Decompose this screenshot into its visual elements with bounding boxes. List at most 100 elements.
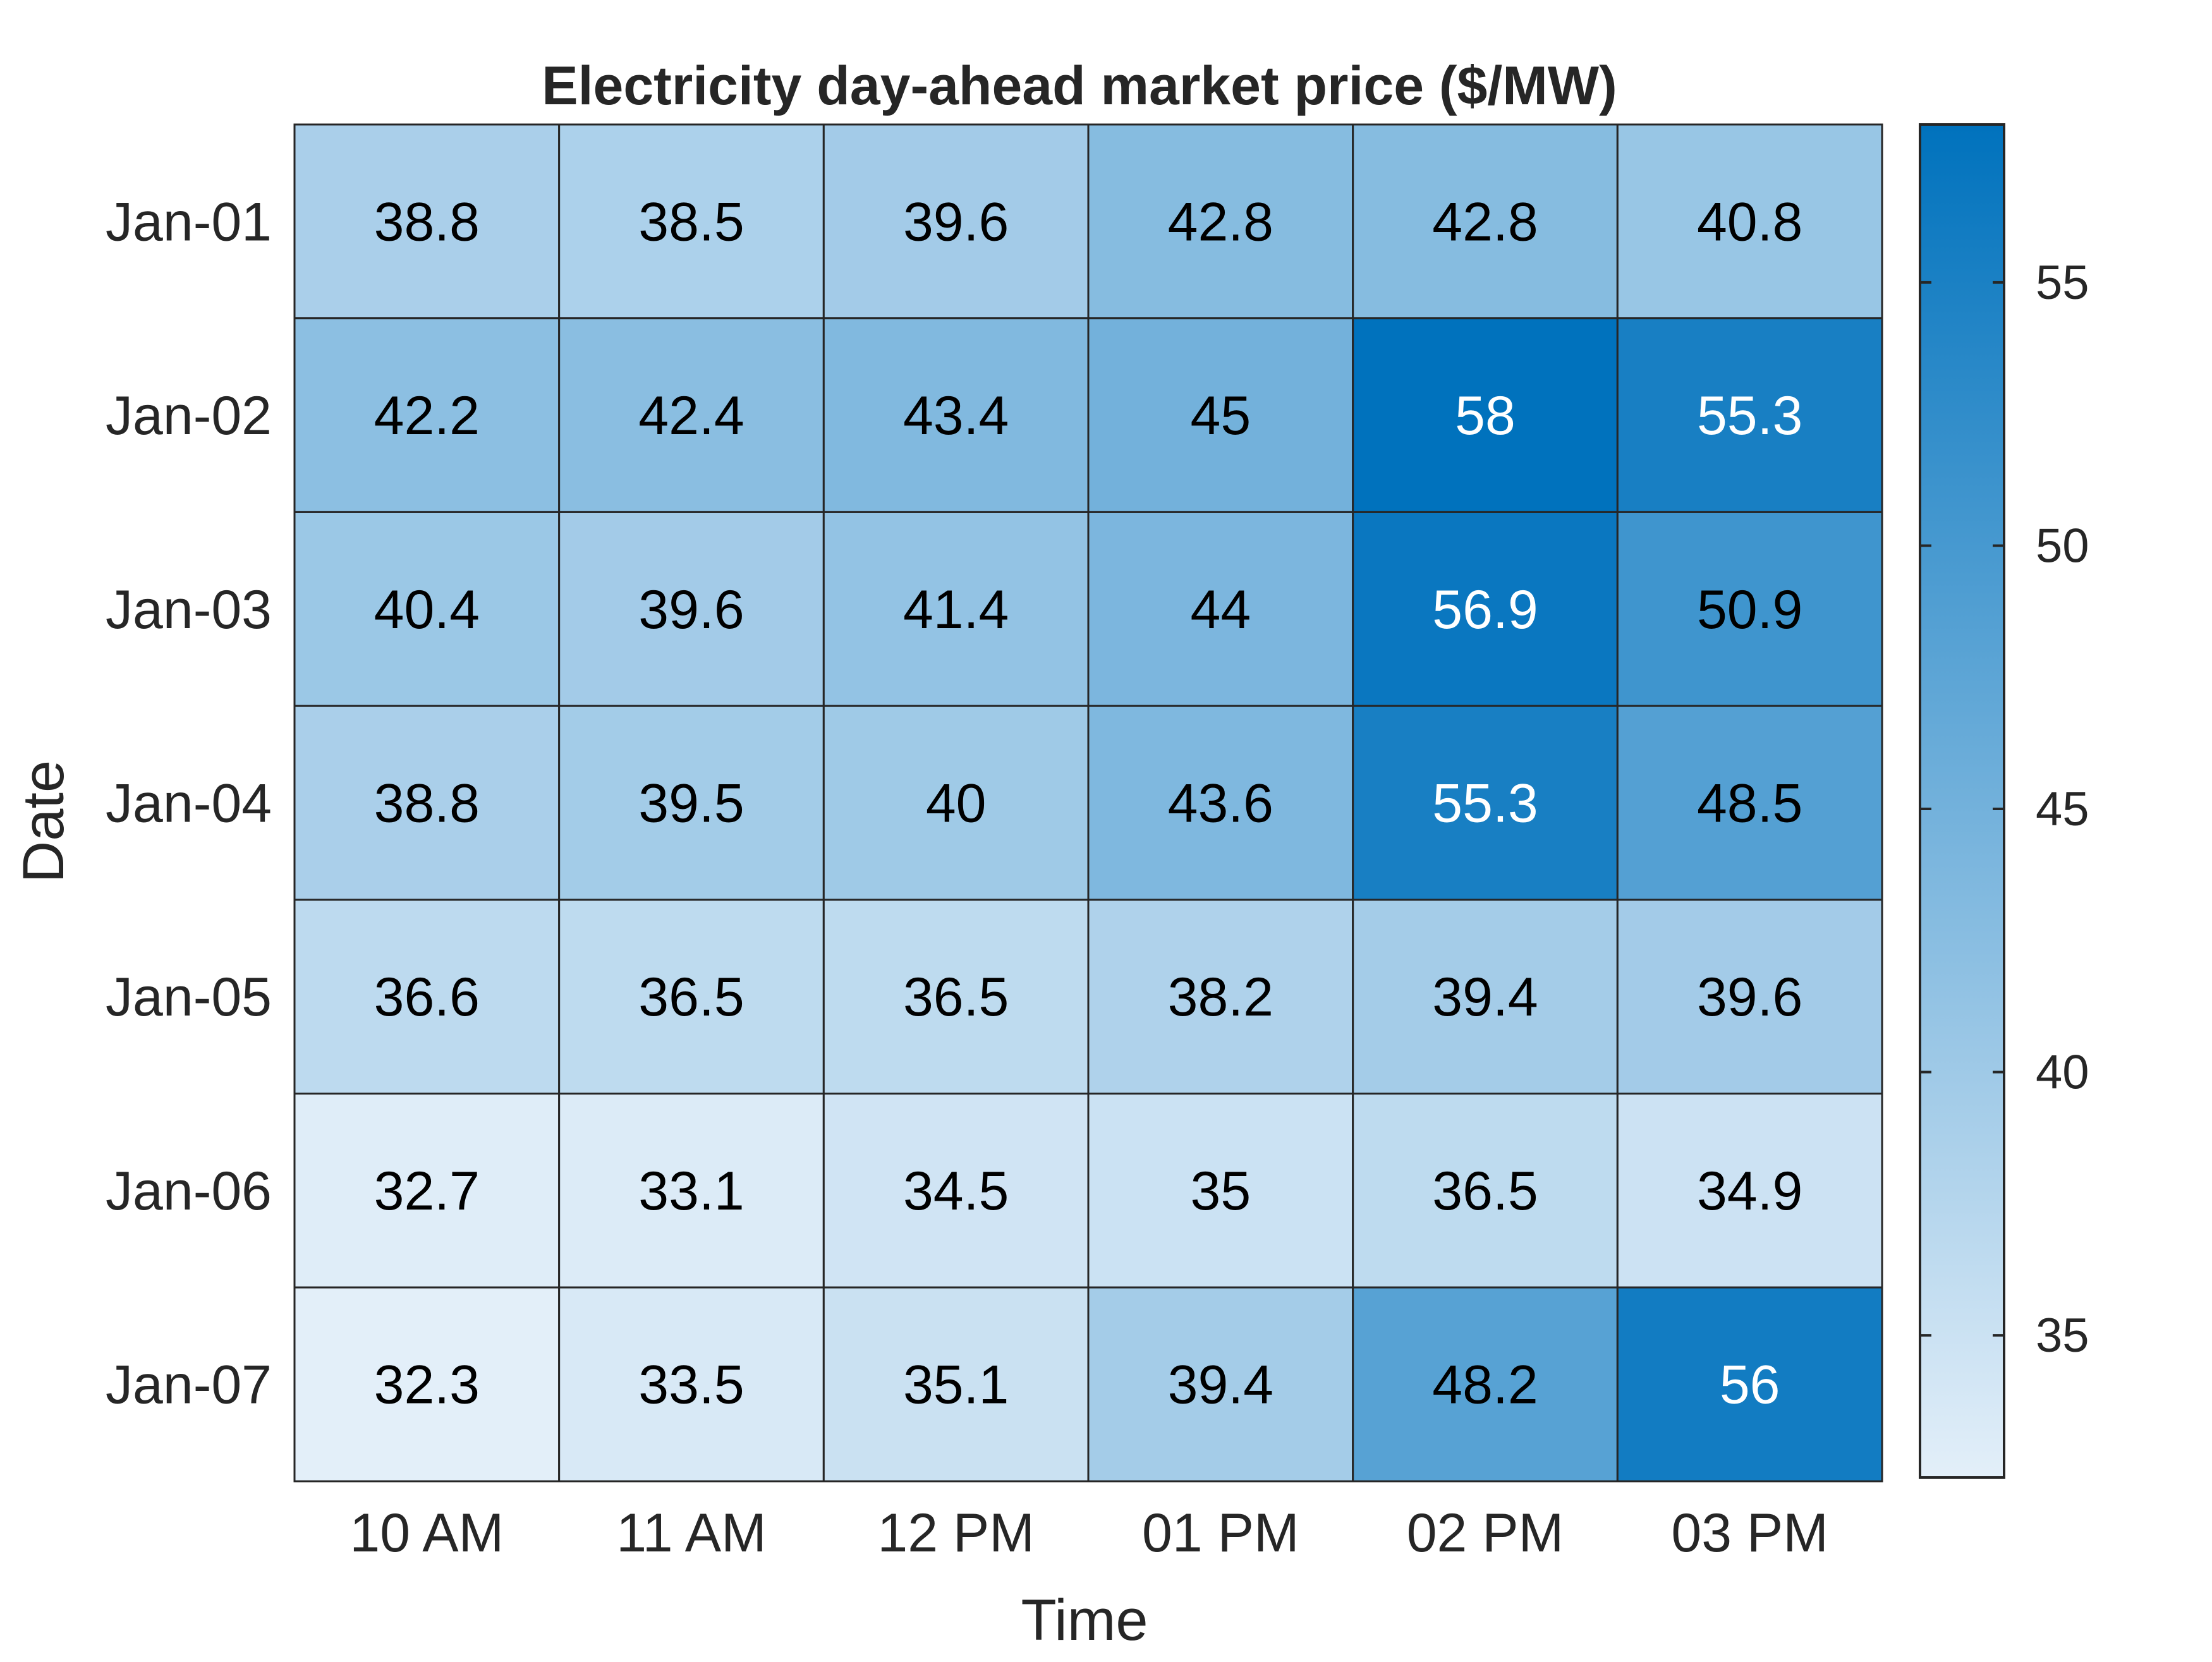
heatmap-cells bbox=[293, 123, 1883, 1483]
heatmap-cell bbox=[558, 1286, 825, 1483]
colorbar-ticks: 35 40 45 50 55 bbox=[1920, 256, 2089, 1362]
heatmap-cell bbox=[1352, 705, 1619, 901]
heatmap-cell-label: 43.6 bbox=[1168, 773, 1273, 834]
heatmap-cell-label: 44 bbox=[1190, 579, 1251, 640]
heatmap-cell-label: 50.9 bbox=[1697, 579, 1802, 640]
heatmap-cell bbox=[558, 705, 825, 901]
heatmap-cell bbox=[558, 511, 825, 707]
heatmap-cell bbox=[1616, 511, 1883, 707]
heatmap-cell bbox=[558, 317, 825, 513]
heatmap-cell-label: 48.2 bbox=[1432, 1355, 1538, 1416]
x-tick-label: 11 AM bbox=[616, 1503, 766, 1563]
y-tick-label: Jan-05 bbox=[106, 967, 272, 1028]
colorbar bbox=[1919, 123, 2005, 1479]
heatmap-cell-label: 56.9 bbox=[1432, 579, 1538, 640]
heatmap-cell bbox=[293, 1093, 561, 1289]
y-axis-label: Date bbox=[11, 760, 76, 883]
heatmap-cell-label: 33.1 bbox=[638, 1161, 744, 1222]
heatmap-cell-label: 38.2 bbox=[1168, 967, 1273, 1028]
heatmap-cell-label: 35 bbox=[1190, 1161, 1251, 1222]
heatmap-cell-label: 43.4 bbox=[903, 385, 1009, 446]
heatmap-cell-label: 41.4 bbox=[903, 579, 1009, 640]
x-tick-label: 10 AM bbox=[349, 1503, 504, 1563]
heatmap-cell-label: 39.6 bbox=[903, 191, 1009, 252]
heatmap-cell bbox=[1087, 123, 1354, 320]
heatmap-cell-label: 39.5 bbox=[638, 773, 744, 834]
heatmap-cell-label: 35.1 bbox=[903, 1355, 1009, 1416]
heatmap-cell bbox=[1087, 511, 1354, 707]
heatmap-cell-label: 58 bbox=[1455, 385, 1516, 446]
heatmap-cell-label: 33.5 bbox=[638, 1355, 744, 1416]
colorbar-tick-label: 50 bbox=[2036, 519, 2089, 573]
heatmap-cell bbox=[1616, 1286, 1883, 1483]
x-tick-label: 01 PM bbox=[1142, 1503, 1299, 1563]
x-tick-label: 02 PM bbox=[1407, 1503, 1564, 1563]
heatmap-cell-label: 36.5 bbox=[903, 967, 1009, 1028]
heatmap-cell-label: 36.5 bbox=[638, 967, 744, 1028]
heatmap-cell-labels: 38.8 38.5 39.6 42.8 42.8 40.8 42.2 42.4 43.4 45 58… bbox=[374, 191, 1803, 1415]
heatmap-cell bbox=[1616, 899, 1883, 1095]
chart-title: Electricity day-ahead market price ($/MW… bbox=[542, 56, 1617, 116]
heatmap-cell-label: 34.9 bbox=[1697, 1161, 1802, 1222]
heatmap-cell bbox=[1352, 1093, 1619, 1289]
heatmap-cell-label: 40.8 bbox=[1697, 191, 1802, 252]
x-tick-label: 03 PM bbox=[1671, 1503, 1828, 1563]
heatmap-cell-label: 36.6 bbox=[374, 967, 480, 1028]
heatmap-cell-label: 38.8 bbox=[374, 191, 480, 252]
heatmap-cell bbox=[1616, 1093, 1883, 1289]
y-tick-label: Jan-04 bbox=[106, 773, 272, 834]
heatmap-cell-label: 42.2 bbox=[374, 385, 480, 446]
heatmap-cell bbox=[1616, 705, 1883, 901]
heatmap-cell bbox=[822, 511, 1090, 707]
heatmap-cell bbox=[822, 1093, 1090, 1289]
heatmap-cell-label: 38.5 bbox=[638, 191, 744, 252]
heatmap-cell bbox=[558, 899, 825, 1095]
heatmap-cell bbox=[1087, 1093, 1354, 1289]
heatmap-cell bbox=[1087, 705, 1354, 901]
colorbar-tick-label: 55 bbox=[2036, 256, 2089, 310]
y-tick-label: Jan-01 bbox=[106, 191, 272, 252]
heatmap-cell bbox=[1352, 899, 1619, 1095]
heatmap-cell-label: 42.4 bbox=[638, 385, 744, 446]
heatmap-cell bbox=[293, 899, 561, 1095]
heatmap-cell-label: 55.3 bbox=[1697, 385, 1802, 446]
heatmap-cell-label: 42.8 bbox=[1168, 191, 1273, 252]
heatmap-cell-label: 40.4 bbox=[374, 579, 480, 640]
heatmap-cell-label: 56 bbox=[1720, 1355, 1780, 1416]
heatmap-cell-label: 39.4 bbox=[1168, 1355, 1273, 1416]
heatmap-cell-label: 38.8 bbox=[374, 773, 480, 834]
heatmap-cell bbox=[558, 123, 825, 320]
heatmap-cell bbox=[822, 705, 1090, 901]
heatmap-cell-label: 34.5 bbox=[903, 1161, 1009, 1222]
heatmap-cell bbox=[1616, 317, 1883, 513]
heatmap-cell bbox=[1352, 511, 1619, 707]
colorbar-tick-label: 45 bbox=[2036, 782, 2089, 836]
colorbar-tick-label: 40 bbox=[2036, 1046, 2089, 1100]
heatmap-cell bbox=[293, 123, 561, 320]
x-axis-tick-labels: 10 AM 11 AM 12 PM 01 PM 02 PM 03 PM bbox=[349, 1503, 1828, 1563]
heatmap-cell bbox=[293, 511, 561, 707]
heatmap-cell bbox=[822, 317, 1090, 513]
heatmap-cell bbox=[822, 1286, 1090, 1483]
heatmap-cell-label: 36.5 bbox=[1432, 1161, 1538, 1222]
heatmap-cell-label: 40 bbox=[926, 773, 987, 834]
heatmap-cell-label: 39.6 bbox=[1697, 967, 1802, 1028]
heatmap-cell bbox=[293, 705, 561, 901]
heatmap-cell-label: 39.6 bbox=[638, 579, 744, 640]
heatmap-cell-label: 45 bbox=[1190, 385, 1251, 446]
colorbar-tick-label: 35 bbox=[2036, 1309, 2089, 1362]
heatmap-cell-label: 32.7 bbox=[374, 1161, 480, 1222]
heatmap-cell-label: 32.3 bbox=[374, 1355, 480, 1416]
x-axis-label: Time bbox=[1021, 1588, 1148, 1653]
heatmap-cell bbox=[822, 123, 1090, 320]
x-tick-label: 12 PM bbox=[877, 1503, 1035, 1563]
heatmap-cell-label: 39.4 bbox=[1432, 967, 1538, 1028]
y-axis-tick-labels: Jan-01 Jan-02 Jan-03 Jan-04 Jan-05 Jan-06 Jan-… bbox=[106, 191, 272, 1415]
heatmap-cell bbox=[1352, 1286, 1619, 1483]
y-tick-label: Jan-03 bbox=[106, 579, 272, 640]
heatmap-cell-label: 48.5 bbox=[1697, 773, 1802, 834]
y-tick-label: Jan-07 bbox=[106, 1355, 272, 1416]
heatmap-cell bbox=[1087, 317, 1354, 513]
